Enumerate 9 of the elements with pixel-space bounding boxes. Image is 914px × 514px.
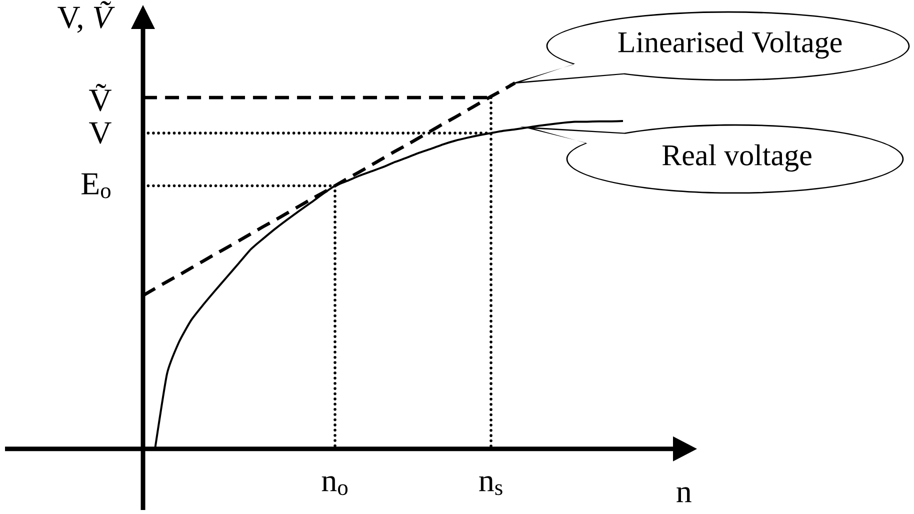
series-label: Real voltage (662, 144, 812, 172)
text: E$_{o}$ (81, 173, 110, 198)
x-tick-label: n$_{s}$ (479, 476, 502, 496)
text: V (89, 122, 112, 144)
y-axis-title: V, Ṽ (58, 1, 115, 33)
text: Ṽ (89, 84, 112, 112)
text: Linearised Voltage (618, 31, 842, 59)
x-axis-title: n (676, 487, 692, 502)
x-tick-label: n$_{o}$ (322, 476, 348, 496)
